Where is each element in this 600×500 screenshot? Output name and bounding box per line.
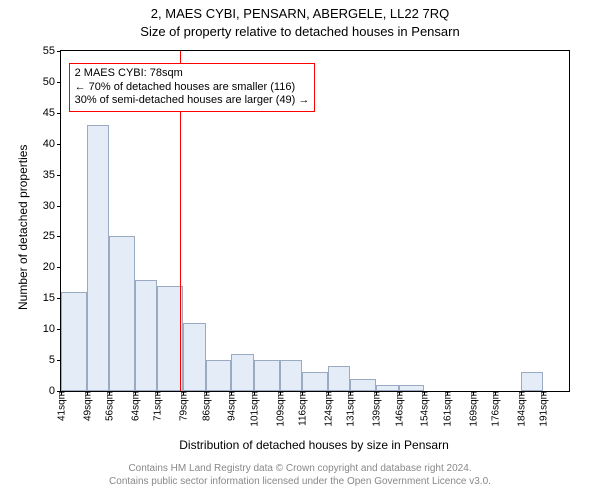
page-subtitle: Size of property relative to detached ho… (0, 24, 600, 39)
x-tick-label: 191sqm (537, 391, 550, 427)
histogram-bar (376, 385, 399, 391)
histogram-bar (109, 236, 135, 391)
x-tick-label: 116sqm (296, 391, 309, 426)
x-tick-label: 64sqm (128, 391, 141, 421)
histogram-bar (206, 360, 232, 391)
histogram-plot: 051015202530354045505541sqm49sqm56sqm64s… (60, 50, 570, 392)
x-axis-label: Distribution of detached houses by size … (60, 438, 568, 452)
x-tick-label: 49sqm (80, 391, 93, 421)
annotation-line-3: 30% of semi-detached houses are larger (… (75, 94, 310, 106)
y-tick-mark (57, 175, 61, 176)
x-tick-label: 176sqm (489, 391, 502, 427)
x-tick-label: 184sqm (514, 391, 527, 427)
x-tick-label: 41sqm (55, 391, 68, 421)
annotation-line-2: ← 70% of detached houses are smaller (11… (75, 81, 296, 93)
histogram-bar (135, 280, 158, 391)
histogram-bar (61, 292, 87, 391)
annotation-line-1: 2 MAES CYBI: 78sqm (75, 67, 183, 79)
histogram-bar (231, 354, 254, 391)
y-tick-mark (57, 236, 61, 237)
x-tick-label: 86sqm (199, 391, 212, 421)
x-tick-label: 161sqm (440, 391, 453, 427)
y-axis-label: Number of detached properties (16, 145, 30, 310)
footer-line-2: Contains public sector information licen… (109, 476, 491, 487)
histogram-bar (350, 379, 376, 391)
y-tick-mark (57, 144, 61, 145)
x-tick-label: 79sqm (177, 391, 190, 421)
page-title: 2, MAES CYBI, PENSARN, ABERGELE, LL22 7R… (0, 6, 600, 21)
footer-attribution: Contains HM Land Registry data © Crown c… (0, 462, 600, 488)
x-tick-label: 101sqm (247, 391, 260, 427)
y-tick-mark (57, 267, 61, 268)
x-tick-label: 154sqm (418, 391, 431, 427)
histogram-bar (328, 366, 351, 391)
y-tick-mark (57, 51, 61, 52)
x-tick-label: 71sqm (151, 391, 164, 421)
histogram-bar (399, 385, 425, 391)
histogram-bar (254, 360, 280, 391)
histogram-bar (183, 323, 206, 391)
x-tick-label: 146sqm (392, 391, 405, 427)
histogram-bar (280, 360, 303, 391)
x-tick-label: 169sqm (466, 391, 479, 427)
x-tick-label: 94sqm (225, 391, 238, 421)
histogram-bar (302, 372, 328, 391)
x-tick-label: 139sqm (370, 391, 383, 427)
y-tick-mark (57, 206, 61, 207)
footer-line-1: Contains HM Land Registry data © Crown c… (128, 463, 471, 474)
x-tick-label: 131sqm (344, 391, 357, 427)
annotation-box: 2 MAES CYBI: 78sqm ← 70% of detached hous… (69, 63, 316, 112)
x-tick-label: 124sqm (321, 391, 334, 427)
x-tick-label: 56sqm (103, 391, 116, 421)
x-tick-label: 109sqm (273, 391, 286, 427)
y-tick-mark (57, 82, 61, 83)
y-tick-mark (57, 113, 61, 114)
histogram-bar (521, 372, 544, 391)
histogram-bar (87, 125, 110, 391)
